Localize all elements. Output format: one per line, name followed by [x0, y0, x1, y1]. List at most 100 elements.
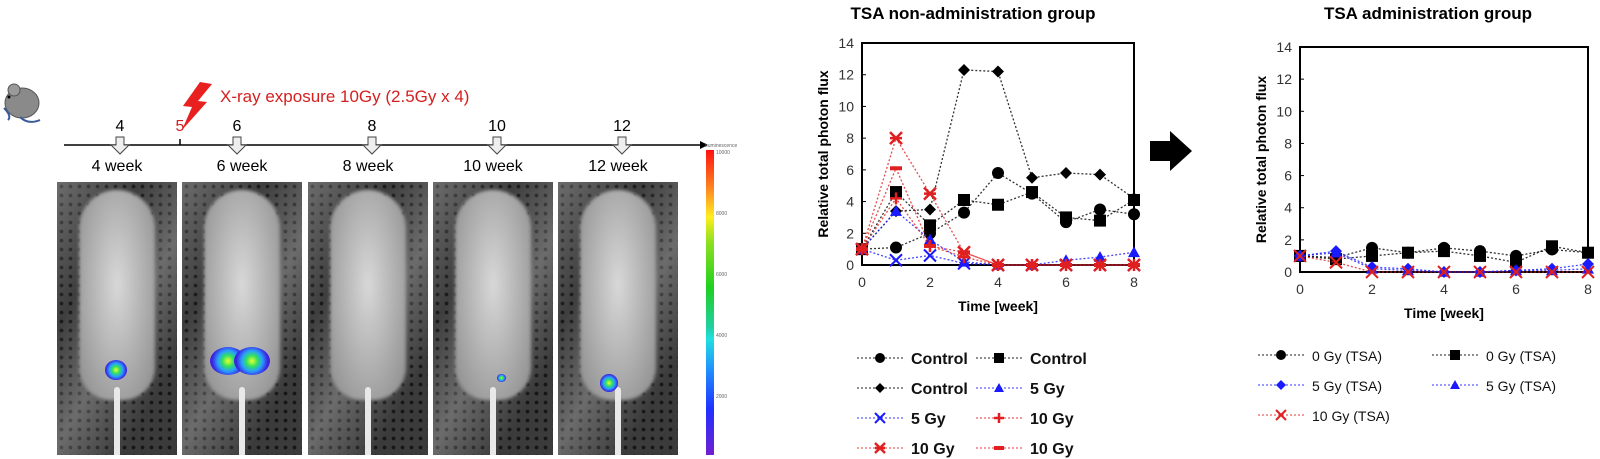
- y-tick-label: 14: [1276, 39, 1292, 55]
- x-tick-label: 8: [1584, 281, 1592, 297]
- marker-diamond: [875, 383, 885, 393]
- colorbar-label: 4000: [716, 333, 728, 339]
- marker-dash: [1128, 263, 1140, 267]
- marker-x: [874, 412, 886, 424]
- marker-triangle: [1450, 380, 1460, 389]
- marker-triangle: [1582, 262, 1594, 274]
- x-tick-label: 8: [1130, 274, 1138, 290]
- marker-x: [889, 253, 903, 267]
- marker-triangle: [924, 233, 936, 245]
- legend-label: Control: [911, 381, 968, 398]
- marker-plus: [890, 192, 902, 205]
- marker-dash: [958, 250, 970, 255]
- marker-plus: [994, 413, 1004, 423]
- marker-square: [958, 193, 970, 206]
- legend-label: Control: [1030, 351, 1087, 368]
- y-tick-label: 4: [1284, 200, 1292, 216]
- marker-square: [994, 353, 1004, 363]
- marker-x: [957, 256, 971, 271]
- marker-square: [992, 198, 1004, 211]
- mouse-body: [330, 190, 406, 400]
- y-tick-label: 8: [846, 130, 854, 146]
- y-tick-label: 2: [1284, 232, 1292, 248]
- series-line: [856, 63, 1140, 256]
- luminescence-colorbar: [706, 150, 714, 455]
- marker-square: [1582, 246, 1594, 259]
- timeline-week-number: 10: [488, 118, 506, 135]
- marker-diamond: [1060, 167, 1072, 180]
- colorbar-label: 6000: [716, 272, 728, 278]
- series-line: [1293, 249, 1595, 279]
- y-tick-label: 12: [1276, 71, 1292, 87]
- marker-diamond: [924, 203, 936, 216]
- marker-diamond: [1276, 380, 1286, 390]
- marker-triangle: [890, 205, 902, 216]
- mouse-tail: [239, 387, 245, 455]
- down-arrow-icon: [486, 136, 508, 155]
- x-tick-label: 2: [926, 274, 934, 290]
- series-path: [1299, 252, 1589, 273]
- marker-x: [923, 248, 937, 263]
- right-arrow-icon: [1150, 131, 1192, 171]
- marker-diamond: [1026, 171, 1038, 184]
- marker-triangle: [1366, 262, 1378, 274]
- marker-x: [1275, 409, 1287, 421]
- mouse-image-panel: [182, 182, 302, 455]
- legend-item: Control: [857, 351, 968, 368]
- marker-x: [1293, 249, 1307, 263]
- y-axis-label: Relative total photon flux: [815, 70, 831, 237]
- marker-square: [1366, 249, 1378, 262]
- x-tick-label: 0: [1296, 281, 1304, 297]
- legend-label: 10 Gy: [1030, 411, 1074, 428]
- marker-circle: [1128, 208, 1140, 221]
- x-tick-label: 4: [1440, 281, 1448, 297]
- down-arrow-icon: [109, 136, 131, 155]
- chart-0: 0 2 4 6 8 10 12 14 0 2 4 6 8 Time [week] Relative tota…: [815, 35, 1141, 458]
- marker-square: [1510, 256, 1522, 269]
- y-tick-label: 4: [846, 194, 854, 210]
- marker-x: [1581, 265, 1595, 279]
- y-tick-label: 10: [1276, 103, 1292, 119]
- series-path: [861, 166, 1134, 266]
- marker-x: [1365, 265, 1379, 279]
- marker-circle: [890, 241, 902, 254]
- luminescence-signal: [497, 374, 506, 382]
- week-label: 6 week: [216, 158, 268, 175]
- series-path: [861, 197, 1134, 266]
- mouse-tail: [490, 387, 496, 455]
- colorbar-label: 2000: [716, 394, 728, 400]
- week-label: 12 week: [588, 158, 648, 175]
- marker-x: [1509, 265, 1523, 279]
- plot-frame: [1299, 46, 1589, 273]
- marker-dash: [924, 243, 936, 248]
- marker-circle: [992, 167, 1004, 180]
- marker-square: [1546, 240, 1558, 253]
- legend-item: 5 Gy (TSA): [1432, 378, 1556, 394]
- timeline-week-number: 4: [115, 118, 125, 135]
- marker-asterisk: [923, 186, 937, 201]
- marker-dash: [856, 247, 868, 252]
- marker-asterisk: [889, 131, 903, 146]
- series-path: [861, 210, 1135, 266]
- x-tick-label: 0: [858, 274, 866, 290]
- mouse-icon: [3, 83, 41, 123]
- x-tick-label: 6: [1062, 274, 1070, 290]
- y-tick-label: 14: [838, 35, 854, 51]
- marker-x: [1473, 265, 1487, 279]
- marker-dash: [1026, 263, 1038, 267]
- chart-title-non-tsa: TSA non-administration group: [850, 4, 1096, 23]
- marker-circle: [1094, 203, 1106, 216]
- colorbar-label: 10000: [716, 150, 730, 156]
- legend-item: 0 Gy (TSA): [1258, 348, 1382, 364]
- marker-triangle: [1128, 246, 1140, 258]
- y-tick-label: 6: [1284, 168, 1292, 184]
- marker-square: [1402, 246, 1414, 259]
- marker-dash: [992, 263, 1004, 267]
- marker-square: [1094, 214, 1106, 227]
- marker-triangle: [1094, 251, 1106, 262]
- legend-item: 5 Gy: [976, 381, 1065, 398]
- y-axis-label: Relative total photon flux: [1253, 76, 1269, 243]
- legend-label: 5 Gy: [911, 411, 946, 428]
- legend-label: 10 Gy: [1030, 441, 1074, 458]
- luminescence-signal: [105, 360, 127, 380]
